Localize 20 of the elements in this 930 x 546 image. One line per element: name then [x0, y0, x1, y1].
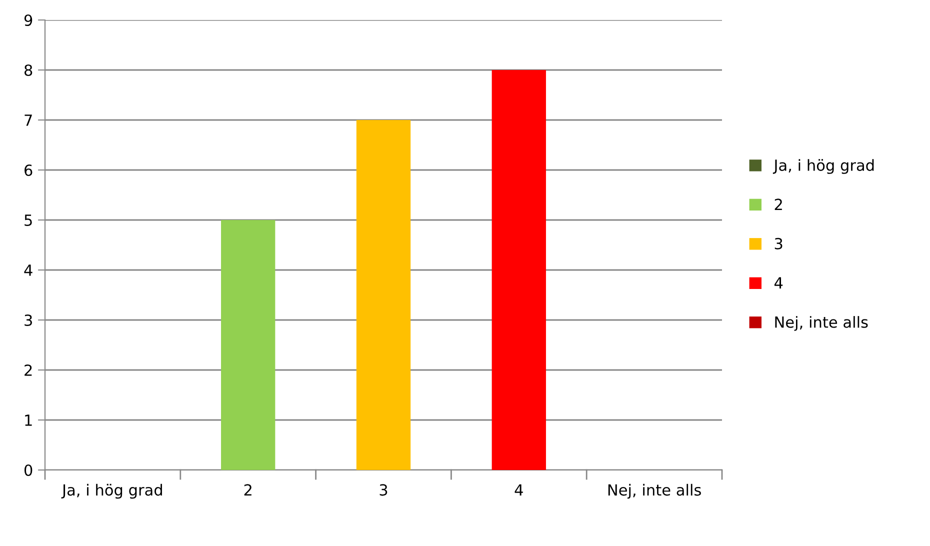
x-tick-label: Ja, i hög grad — [61, 484, 162, 499]
y-tick-label: 5 — [24, 214, 32, 226]
legend-label: 2 — [774, 198, 782, 210]
legend-label: Nej, inte alls — [775, 316, 868, 331]
y-tick-label: 3 — [24, 314, 32, 326]
y-tick-label: 1 — [25, 414, 32, 426]
x-tick-label: 4 — [514, 484, 523, 496]
y-tick-label: 9 — [24, 14, 32, 26]
x-tick-label: Nej, inte alls — [608, 484, 701, 499]
y-tick-label: 0 — [24, 464, 32, 476]
y-tick-label: 4 — [24, 264, 32, 276]
y-tick-label: 8 — [24, 64, 32, 76]
y-tick-label: 7 — [24, 114, 32, 126]
legend-label: Ja, i hög grad — [772, 159, 874, 174]
x-tick-label: 3 — [380, 484, 388, 496]
y-tick-label: 2 — [24, 364, 32, 376]
y-tick-label: 6 — [24, 164, 32, 176]
legend-label: 4 — [774, 277, 783, 288]
legend-label: 3 — [774, 238, 782, 250]
x-tick-label: 2 — [244, 484, 252, 496]
